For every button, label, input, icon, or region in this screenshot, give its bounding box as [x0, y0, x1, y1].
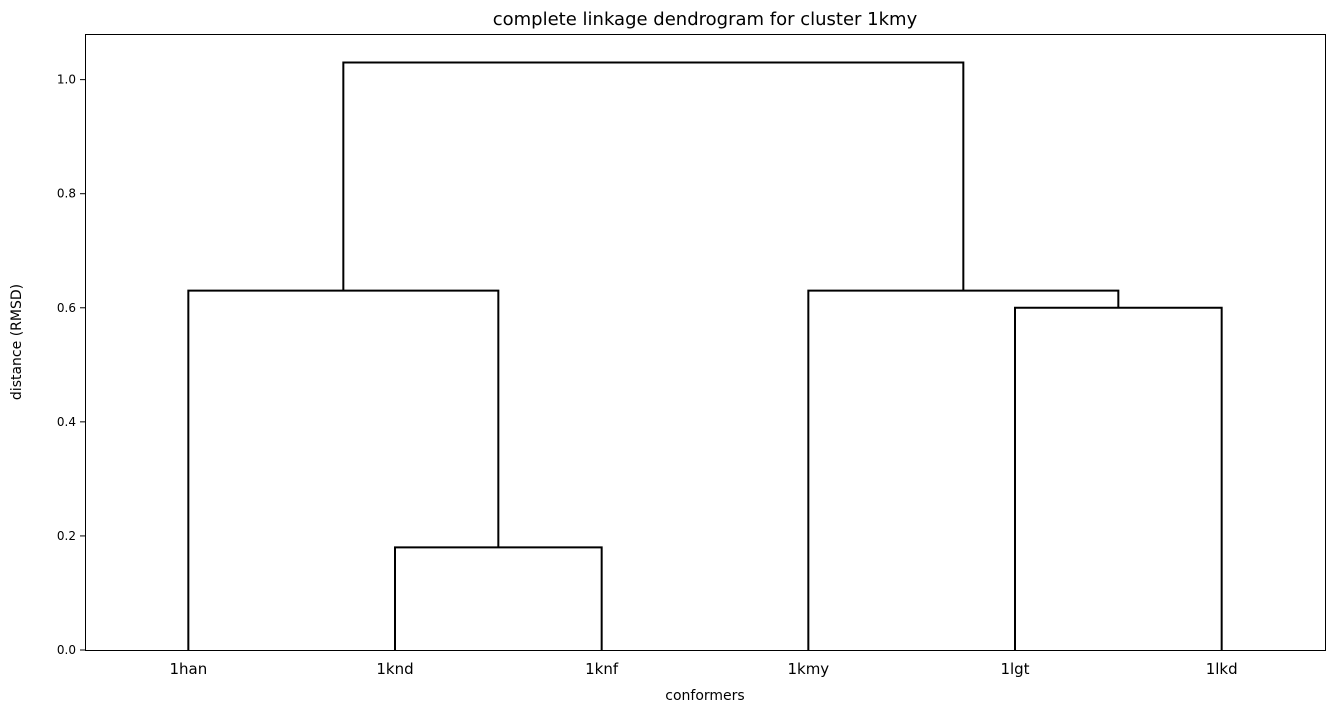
- x-axis-label: conformers: [665, 688, 744, 704]
- y-tick-label: 1.0: [57, 73, 76, 87]
- y-tick-label: 0.4: [57, 415, 76, 429]
- chart-title: complete linkage dendrogram for cluster …: [493, 9, 918, 30]
- y-axis-label: distance (RMSD): [9, 284, 25, 400]
- x-tick-label: 1lkd: [1206, 660, 1238, 678]
- y-tick-label: 0.0: [57, 643, 76, 657]
- dendrogram-link: [342, 61, 965, 291]
- dendrogram-link: [1014, 306, 1223, 650]
- y-tick-label: 0.8: [57, 187, 76, 201]
- x-tick-label: 1knd: [376, 660, 413, 678]
- dendrogram-link: [187, 289, 500, 650]
- x-tick-label: 1kmy: [787, 660, 829, 678]
- y-tick-label: 0.2: [57, 529, 76, 543]
- y-axis-ticks: 0.0 0.2 0.4 0.6 0.8 1.0: [57, 73, 85, 657]
- x-tick-label: 1han: [169, 660, 207, 678]
- plot-frame: [85, 34, 1326, 651]
- x-tick-label: 1knf: [585, 660, 619, 678]
- x-axis-ticks: 1han 1knd 1knf 1kmy 1lgt 1lkd: [169, 660, 1237, 678]
- dendrogram-link: [807, 289, 1120, 650]
- x-tick-label: 1lgt: [1000, 660, 1029, 678]
- y-tick-label: 0.6: [57, 301, 76, 315]
- dendrogram-link: [394, 546, 603, 650]
- dendrogram-links: [187, 61, 1223, 650]
